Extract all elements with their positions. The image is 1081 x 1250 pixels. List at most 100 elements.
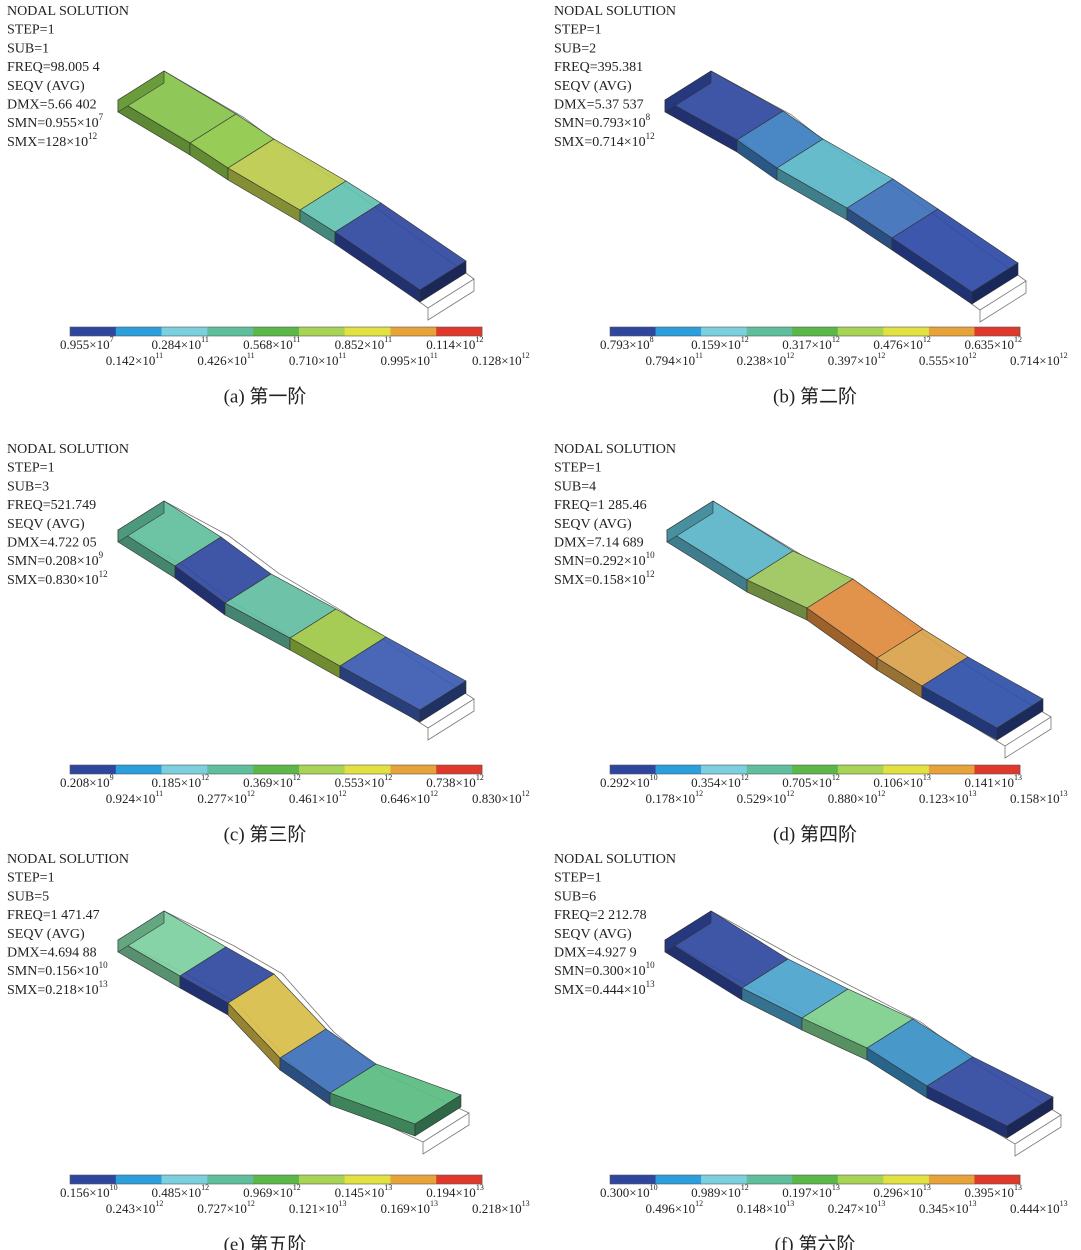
header-line: SMN=0.955×107	[7, 112, 104, 131]
header-line: SEQV (AVG)	[554, 79, 632, 94]
legend-label-sup: 13	[338, 1199, 346, 1208]
legend-label-base: 0.397×10	[828, 353, 878, 368]
legend-label-base: 0.955×10	[60, 337, 110, 352]
legend-label: 0.485×1012	[152, 1183, 210, 1200]
header-line-base: STEP=1	[7, 461, 55, 476]
legend-label-base: 0.296×10	[873, 1185, 923, 1200]
header-line-base: SMX=0.158×10	[554, 573, 646, 588]
header-line-base: SMN=0.300×10	[554, 964, 646, 979]
legend-label-base: 0.158×10	[1010, 791, 1060, 806]
legend-label: 0.369×1012	[243, 773, 301, 790]
legend-label: 0.185×1012	[152, 773, 210, 790]
legend-label: 0.197×1013	[782, 1183, 840, 1200]
legend-label-sup: 13	[384, 1183, 392, 1192]
header-line: NODAL SOLUTION	[7, 852, 129, 867]
header-line-base: STEP=1	[554, 871, 602, 886]
header-line: SEQV (AVG)	[554, 517, 632, 532]
header-line-base: NODAL SOLUTION	[554, 442, 676, 457]
legend-label-sup: 12	[923, 335, 931, 344]
legend-swatch	[929, 327, 975, 336]
header-line-base: SUB=5	[7, 890, 49, 905]
legend-label-sup: 12	[522, 351, 530, 360]
header-line: STEP=1	[554, 23, 602, 38]
header-line: FREQ=98.005 4	[7, 60, 100, 75]
legend-label: 0.354×1012	[691, 773, 749, 790]
header-line-base: FREQ=98.005 4	[7, 60, 100, 75]
header-line-base: FREQ=395.381	[554, 60, 643, 75]
header-line: SMN=0.208×109	[7, 550, 104, 569]
legend-label-sup: 12	[695, 789, 703, 798]
header-line-base: NODAL SOLUTION	[7, 442, 129, 457]
page: NODAL SOLUTION STEP=1 SUB=1 FREQ=98.005 4 SE…	[0, 0, 1081, 1250]
legend-label-sup: 12	[968, 351, 976, 360]
legend-label-base: 0.880×10	[828, 791, 878, 806]
header-line-base: SUB=1	[7, 42, 49, 57]
legend-label-sup: 11	[695, 351, 703, 360]
header-line-base: DMX=7.14 689	[554, 536, 644, 551]
header-line: SUB=4	[554, 480, 596, 495]
header-line-sup: 13	[646, 979, 656, 989]
legend-label: 0.830×1012	[472, 789, 530, 806]
header-line-base: SMX=0.218×10	[7, 983, 99, 998]
legend-label-sup: 10	[650, 1183, 658, 1192]
legend-label: 0.635×1012	[964, 335, 1022, 352]
legend-label-base: 0.830×10	[472, 791, 522, 806]
header-line-sup: 12	[99, 569, 108, 579]
legend-label: 0.852×1011	[335, 335, 392, 352]
header-line: NODAL SOLUTION	[554, 852, 676, 867]
legend-label-sup: 13	[923, 1183, 931, 1192]
legend-label: 0.208×109	[60, 773, 114, 790]
panel: NODAL SOLUTIONSTEP=1SUB=3FREQ=521.749SEQ…	[7, 442, 530, 845]
header-line-base: STEP=1	[554, 23, 602, 38]
header-line-base: NODAL SOLUTION	[554, 852, 676, 867]
header-line: FREQ=1 471.47	[7, 908, 100, 923]
legend-label-base: 0.156×10	[60, 1185, 110, 1200]
legend-label-base: 0.159×10	[691, 337, 741, 352]
legend-label-sup: 12	[475, 335, 483, 344]
legend-label-sup: 11	[384, 335, 392, 344]
legend-label-sup: 13	[786, 1199, 794, 1208]
legend-label-sup: 11	[155, 789, 163, 798]
legend-label: 0.145×1013	[335, 1183, 393, 1200]
legend-swatch	[207, 1175, 253, 1184]
panel: NODAL SOLUTIONSTEP=1SUB=4FREQ=1 285.46SE…	[554, 442, 1068, 845]
legend-label-sup: 13	[476, 1183, 484, 1192]
header-line-base: SEQV (AVG)	[554, 927, 632, 942]
legend-label-sup: 13	[522, 1199, 530, 1208]
legend-label-sup: 10	[650, 773, 658, 782]
legend-label-base: 0.635×10	[964, 337, 1014, 352]
legend-label: 0.148×1013	[737, 1199, 795, 1216]
header-line-sup: 12	[646, 569, 655, 579]
legend-label: 0.159×1012	[691, 335, 749, 352]
header-line-base: STEP=1	[554, 461, 602, 476]
header-line-base: NODAL SOLUTION	[554, 4, 676, 19]
legend-label: 0.714×1012	[1010, 351, 1068, 368]
legend-label-sup: 12	[877, 789, 885, 798]
legend-label-base: 0.794×10	[646, 353, 696, 368]
legend-label: 0.284×1011	[152, 335, 209, 352]
legend-label: 0.142×1011	[106, 351, 163, 368]
header-line: SMX=0.830×1012	[7, 569, 108, 588]
legend-swatch	[929, 1175, 975, 1184]
header-line: SMN=0.156×1010	[7, 960, 108, 979]
caption: (e) 第五阶	[224, 1233, 307, 1250]
header-line-base: FREQ=1 471.47	[7, 908, 100, 923]
legend-swatch	[207, 327, 253, 336]
legend-label-sup: 13	[1014, 773, 1022, 782]
legend-label-base: 0.969×10	[243, 1185, 293, 1200]
legend-label-sup: 12	[522, 789, 530, 798]
legend-label: 0.461×1012	[289, 789, 347, 806]
legend-label-sup: 12	[430, 789, 438, 798]
legend-label-base: 0.852×10	[335, 337, 385, 352]
legend-label: 0.292×1010	[600, 773, 658, 790]
legend-label: 0.121×1013	[289, 1199, 347, 1216]
header-line-base: SEQV (AVG)	[7, 79, 85, 94]
legend-label: 0.738×1012	[426, 773, 484, 790]
legend-swatch	[116, 327, 162, 336]
legend-label-base: 0.145×10	[335, 1185, 385, 1200]
legend-label: 0.128×1012	[472, 351, 530, 368]
legend-label-base: 0.705×10	[782, 775, 832, 790]
legend-label-base: 0.114×10	[426, 337, 475, 352]
legend-swatch	[299, 327, 345, 336]
header-line: DMX=4.927 9	[554, 946, 637, 961]
